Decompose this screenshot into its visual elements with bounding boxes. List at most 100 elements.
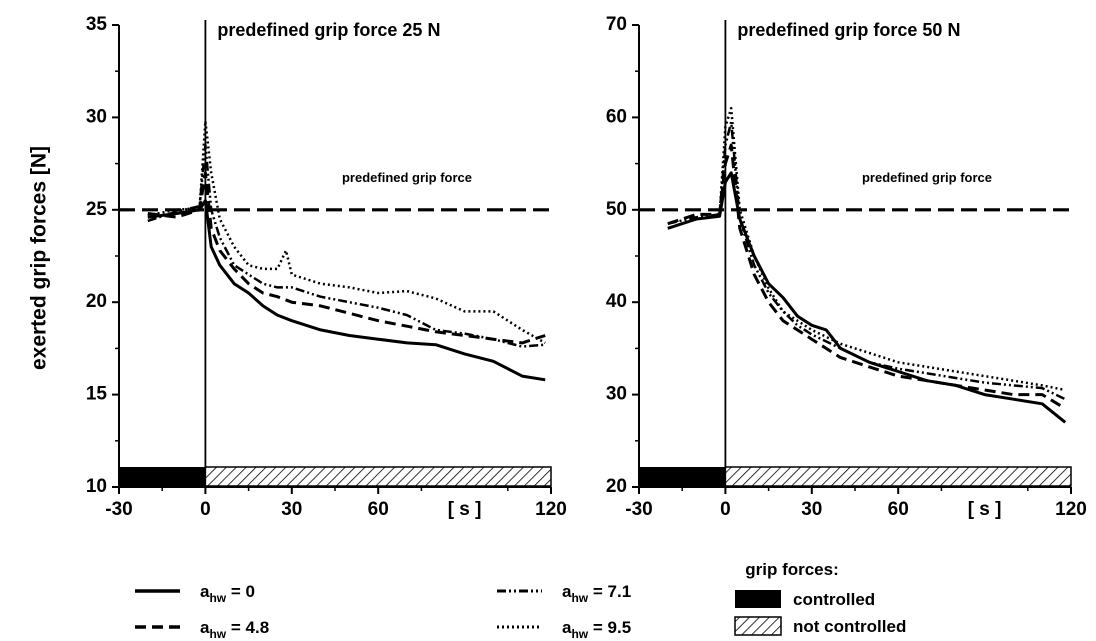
data-point [984,382,985,383]
y-tick-label: 25 [86,199,108,220]
legend: ahw = 0 ahw = 4.8 ahw = 7.1 ahw = 9.5 grip f… [135,560,906,641]
data-point [176,211,177,212]
data-point [522,342,523,343]
data-point [248,274,249,275]
data-point [211,172,212,173]
data-point [667,223,668,224]
data-point [349,335,350,336]
phase-legend-controlled: controlled [793,590,875,609]
data-point [277,296,278,297]
data-point [199,206,200,207]
data-point [1065,408,1066,409]
data-point [176,217,177,218]
data-point [869,352,870,353]
phase-bar-not-controlled [724,466,1072,487]
y-tick-label: 70 [606,14,627,35]
data-point [406,291,407,292]
data-point [984,376,985,377]
data-point [176,209,177,210]
phase-legend-swatch-controlled [735,590,781,608]
data-point [811,339,812,340]
phase-legend-not-controlled: not controlled [793,617,906,636]
data-point [320,305,321,306]
data-point [1013,394,1014,395]
data-point [147,215,148,216]
chart-title: predefined grip force 50 N [737,20,960,40]
data-point [754,274,755,275]
data-point [234,265,235,266]
series-line-dashdot [667,120,1066,401]
data-point [719,214,720,215]
series-line-dotted [147,119,546,344]
legend-label: ahw = 9.5 [562,618,631,641]
x-tick-label: 0 [720,499,731,520]
data-point [277,315,278,316]
data-point [926,366,927,367]
data-point [898,362,899,363]
data-point [320,329,321,330]
y-tick-label: 20 [86,291,107,312]
phase-bar-not-controlled [204,466,552,487]
y-tick-label: 40 [606,291,627,312]
data-point [219,237,220,238]
data-point [782,297,783,298]
data-point [797,320,798,321]
x-unit-label: [ s ] [448,499,482,520]
x-tick-label: 60 [888,499,909,520]
data-point [248,292,249,293]
y-tick-label: 60 [606,106,627,127]
phase-legend-swatch-not-controlled [734,616,782,636]
y-tick-label: 35 [86,14,108,35]
legend-label: ahw = 4.8 [200,618,269,641]
data-point [262,305,263,306]
data-point [545,342,546,343]
data-point [667,228,668,229]
x-tick-label: 0 [200,499,211,520]
chart-left: 10 15 20 25 30 35 -30 0 30 60 120 [ s ] predefined g… [86,14,567,520]
data-point [464,311,465,312]
data-point [234,283,235,284]
y-tick-label: 30 [86,106,107,127]
data-point [147,213,148,214]
data-point [285,250,286,251]
data-point [464,353,465,354]
data-point [522,376,523,377]
data-point [378,292,379,293]
phase-bar-controlled [639,467,726,486]
data-point [898,376,899,377]
data-point [262,292,263,293]
phase-bar-controlled [119,467,206,486]
data-point [731,108,732,109]
y-tick-label: 20 [606,476,627,497]
data-point [291,287,292,288]
data-point [147,217,148,218]
data-point [696,214,697,215]
data-point [277,268,278,269]
data-point [725,163,726,164]
x-tick-label: -30 [105,499,132,520]
data-point [826,329,827,330]
data-point [291,302,292,303]
x-tick-label: -30 [625,499,652,520]
data-point [811,325,812,326]
y-tick-label: 10 [86,476,107,497]
data-point [277,287,278,288]
data-point [205,200,206,201]
data-point [248,283,249,284]
data-point [435,298,436,299]
data-point [725,126,726,127]
data-point [435,344,436,345]
data-point [406,315,407,316]
data-point [493,311,494,312]
data-point [926,380,927,381]
data-point [782,311,783,312]
data-point [291,320,292,321]
data-point [234,268,235,269]
data-point [320,283,321,284]
x-unit-label: [ s ] [968,499,1002,520]
data-point [435,331,436,332]
x-tick-label: 120 [1055,499,1087,520]
data-point [211,228,212,229]
data-point [725,145,726,146]
data-point [898,371,899,372]
